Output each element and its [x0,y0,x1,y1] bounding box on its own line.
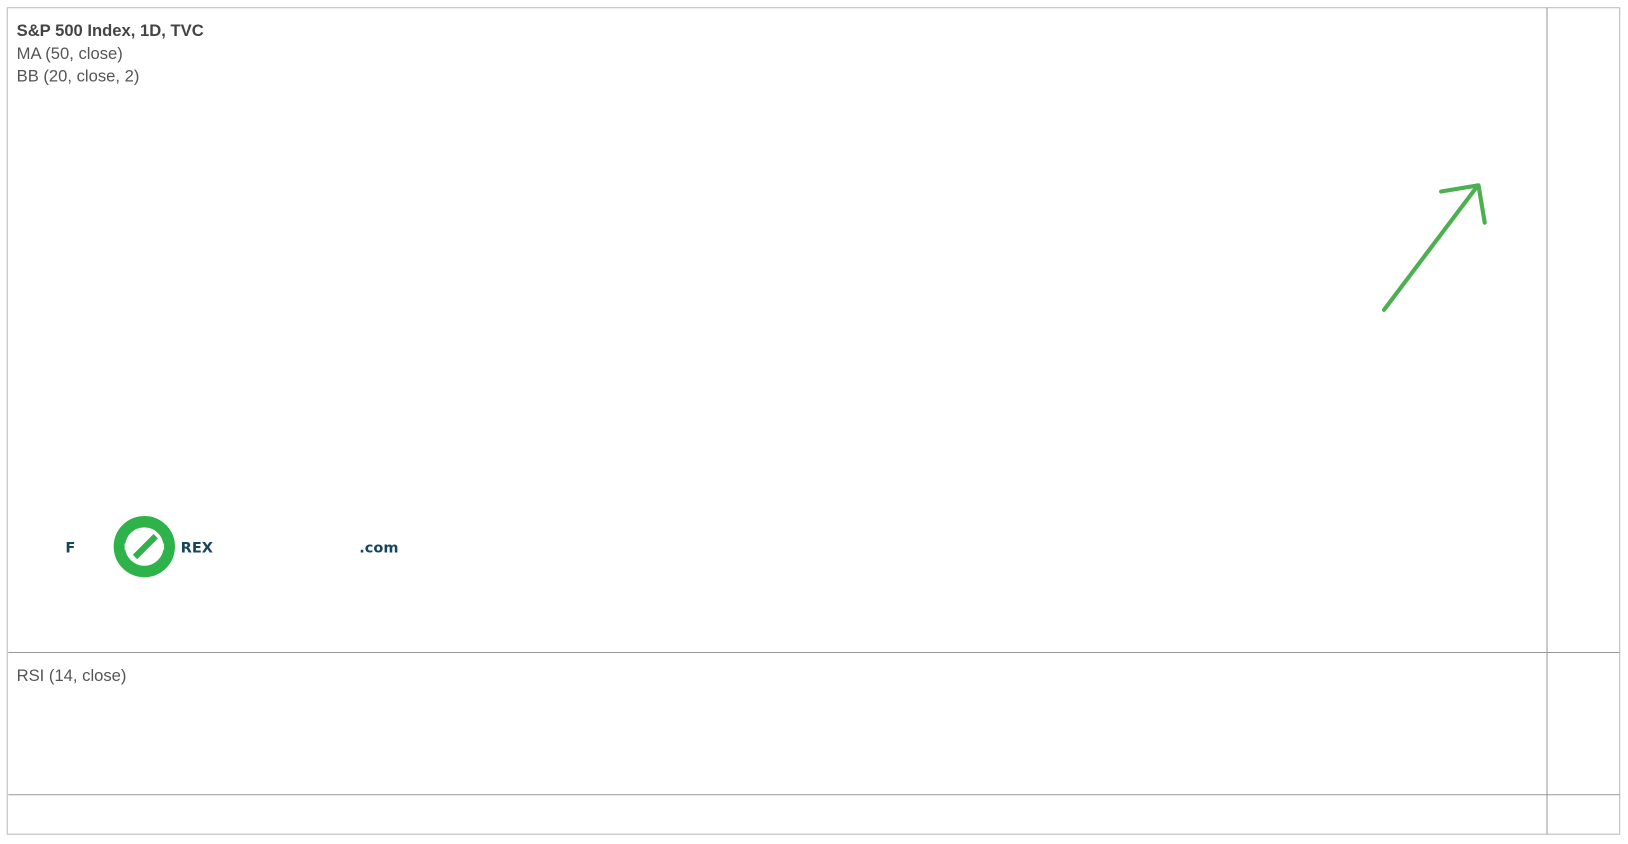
brand-watermark: F REX .com [65,515,398,578]
indicator-label: BB (20, close, 2) [17,67,140,86]
indicator-label: MA (50, close) [17,44,123,63]
frame [6,7,1621,835]
brand-domain: .com [359,541,398,557]
brand-o-slash [132,534,158,560]
brand-letter: F [65,541,75,557]
brand-o [113,515,175,578]
projection-arrow [1381,183,1487,312]
brand-letters: REX [181,541,213,557]
rsi-title: RSI (14, close) [17,666,127,685]
chart-title: S&P 500 Index, 1D, TVC [17,21,204,40]
arrow-shaft [1381,185,1479,312]
arrow-head [1439,183,1487,225]
